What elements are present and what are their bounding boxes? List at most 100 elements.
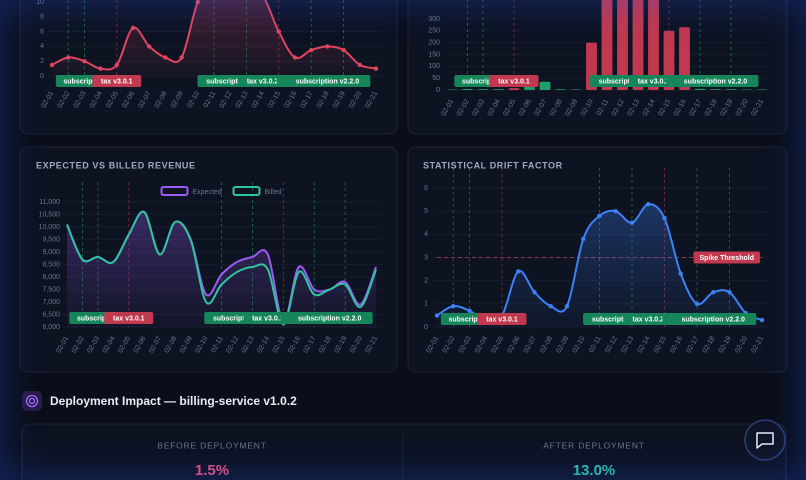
deploy-label-bg	[489, 75, 539, 87]
point	[759, 317, 765, 323]
bar	[694, 88, 706, 90]
deploy-label: tax v3.0.1	[498, 78, 530, 85]
deploy-label: subscription v	[206, 78, 254, 85]
point	[727, 290, 732, 295]
legend-swatch	[232, 186, 261, 196]
deploy-label: tax v3.0.2	[247, 78, 279, 85]
deploy-label-bg	[670, 313, 757, 325]
stat-label: BEFORE DEPLOYMENT	[157, 440, 266, 450]
y-tick-label: 250	[428, 28, 440, 35]
point	[98, 66, 103, 71]
section-title: Deployment Impact — billing-service v1.0…	[50, 394, 297, 408]
area	[437, 204, 762, 327]
deploy-label: tax v3.0.1	[486, 316, 518, 323]
deploy-label-bg	[284, 75, 371, 87]
y-tick-label: 6,500	[42, 311, 60, 318]
point	[451, 303, 456, 309]
point	[66, 55, 71, 60]
point	[434, 313, 440, 318]
deploy-label: subscription v2.2.0	[296, 78, 360, 85]
deploy-label: subscription v	[599, 78, 647, 85]
deploy-label: subscription v2.2.0	[684, 78, 748, 85]
point	[195, 0, 200, 5]
point	[130, 25, 136, 31]
area	[52, 0, 376, 76]
y-tick-label: 200	[428, 40, 440, 47]
point	[309, 47, 314, 53]
bar	[477, 89, 489, 90]
bar	[648, 0, 659, 90]
impact-icon	[22, 391, 42, 411]
chart-title: STATISTICAL DRIFT FACTOR	[423, 160, 563, 170]
point	[341, 47, 346, 53]
deploy-label: tax v3.0.2	[252, 315, 284, 322]
deploy-label: subscription	[63, 78, 105, 85]
deploy-label-bg	[672, 75, 759, 87]
point	[711, 290, 716, 295]
chat-button[interactable]	[744, 419, 786, 461]
y-tick-label: 4	[40, 43, 44, 50]
chat-icon[interactable]	[756, 432, 774, 449]
y-tick-label: 0	[436, 87, 440, 94]
bar	[710, 89, 721, 90]
deploy-label: tax v3.0.2	[638, 78, 670, 85]
line	[51, 0, 377, 71]
y-tick-label: 9,000	[42, 249, 60, 256]
deploy-label: subscription v2.2.0	[298, 315, 362, 322]
point	[114, 62, 120, 68]
point	[163, 55, 168, 60]
deploy-label: subscription v	[213, 315, 261, 322]
bar	[493, 89, 504, 90]
bar	[555, 89, 566, 90]
y-tick-label: 6	[424, 185, 428, 192]
y-tick-label: 8,500	[42, 261, 60, 268]
deploy-label: tax v3.0.1	[113, 315, 145, 322]
y-tick-label: 6	[40, 28, 44, 35]
bar	[617, 0, 628, 90]
deploy-label: subscription	[462, 78, 504, 85]
deploy-label-bg	[477, 313, 527, 325]
point	[373, 66, 379, 71]
deploy-label-bg	[92, 75, 142, 87]
y-tick-label: 2	[40, 58, 44, 65]
y-tick-label: 0	[424, 324, 428, 331]
panel	[407, 0, 788, 135]
deploy-label: subscription v	[592, 316, 640, 323]
point	[516, 269, 521, 274]
stat-value: 13.0%	[573, 462, 616, 479]
y-tick-label: 1	[424, 301, 428, 308]
bar	[601, 0, 613, 90]
bar	[632, 0, 644, 90]
point	[613, 208, 618, 214]
deploy-label-bg	[286, 312, 373, 324]
y-tick-label: 3	[424, 254, 428, 261]
y-tick-label: 2	[424, 278, 428, 285]
deploy-label-bg	[623, 313, 673, 325]
y-tick-label: 8	[40, 14, 44, 21]
impact-icon	[25, 394, 39, 408]
point	[646, 202, 651, 207]
y-tick-label: 11,000	[39, 199, 60, 206]
bar	[679, 27, 690, 90]
deploy-label: subscription v2.2.0	[682, 316, 746, 323]
y-tick-label: 6,000	[42, 324, 60, 331]
deploy-label-bg	[104, 312, 154, 324]
point	[564, 303, 570, 309]
point	[82, 59, 87, 64]
deploy-label-bg	[243, 312, 293, 324]
bar	[725, 89, 737, 90]
area	[67, 211, 376, 327]
stat-value: 1.5%	[195, 462, 229, 479]
bar	[508, 88, 520, 90]
y-tick-label: 300	[428, 16, 440, 23]
y-tick-label: 0	[40, 73, 44, 80]
y-tick-label: 4	[424, 231, 428, 238]
point	[179, 55, 184, 60]
bar	[462, 89, 473, 90]
y-tick-label: 100	[428, 63, 440, 70]
y-tick-label: 5	[424, 208, 428, 215]
threshold-label: Spike Threshold	[700, 255, 754, 262]
chart-title: EXPECTED VS BILLED REVENUE	[36, 160, 196, 170]
deploy-label: tax v3.0.1	[101, 78, 133, 85]
